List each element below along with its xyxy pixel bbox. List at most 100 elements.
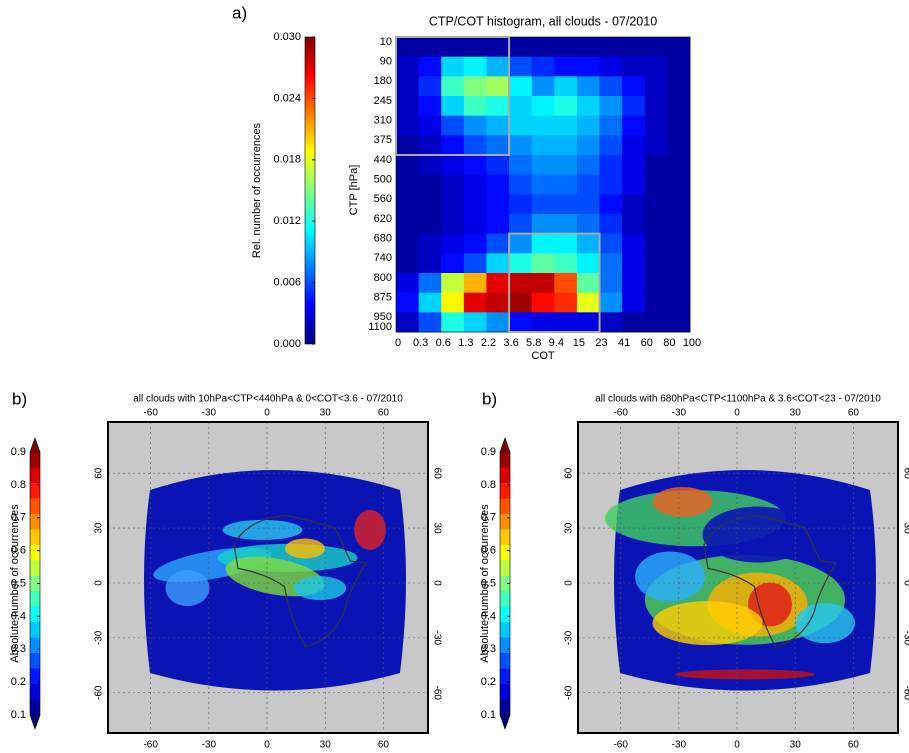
heatmap-cell — [599, 76, 623, 97]
heatmap-cell — [441, 56, 465, 77]
heatmap-cell — [622, 292, 646, 313]
heatmap-cell — [509, 174, 533, 195]
x-tick-label: 0 — [734, 740, 740, 751]
heatmap-cell — [418, 194, 442, 215]
heatmap-cell — [463, 96, 487, 117]
heatmap-cell — [599, 135, 623, 156]
heatmap-cell — [644, 174, 668, 195]
heatmap-cell — [396, 135, 420, 156]
heatmap-cell — [396, 56, 420, 77]
y-tick-label: 560 — [374, 193, 392, 205]
x-axis-label: COT — [531, 350, 555, 362]
heatmap-cell — [644, 37, 668, 58]
heatmap-cell — [418, 115, 442, 136]
colorbar — [304, 36, 316, 345]
heatmap-cell — [441, 155, 465, 176]
colorbar-tick-label: 0.7 — [481, 512, 496, 524]
heatmap-cell — [441, 115, 465, 136]
y-tick-label: 90 — [380, 56, 392, 68]
heatmap-cell — [554, 115, 578, 136]
heatmap-cell — [599, 96, 623, 117]
heatmap-cell — [622, 37, 646, 58]
x-tick-label: 41 — [618, 337, 630, 349]
y-tick-label: 680 — [374, 233, 392, 245]
heatmap-cell — [531, 37, 555, 58]
heatmap-cell — [418, 155, 442, 176]
heatmap-cell — [531, 135, 555, 156]
heatmap-cell — [463, 253, 487, 274]
x-tick-label: 2.2 — [481, 337, 496, 349]
heatmap-cell — [463, 194, 487, 215]
colorbar-arrow — [499, 714, 511, 730]
colorbar-tick-label: 0.7 — [11, 512, 26, 524]
colorbar-arrow — [29, 714, 41, 730]
heatmap-cell — [554, 76, 578, 97]
heatmap-cell — [441, 312, 465, 333]
x-tick-label: 0.3 — [413, 337, 428, 349]
y-tick-label: 245 — [374, 95, 392, 107]
y-tick-label: 875 — [374, 292, 392, 304]
heatmap-cell — [486, 96, 510, 117]
heatmap-cell — [418, 292, 442, 313]
heatmap-cell — [531, 233, 555, 254]
coastline — [703, 514, 837, 648]
heatmap-cell — [441, 292, 465, 313]
x-tick-label: -30 — [672, 408, 687, 419]
y-tick-label: -60 — [901, 686, 909, 701]
colorbar-tick-label: 0.1 — [481, 709, 496, 721]
chart-title: all clouds with 10hPa<CTP<440hPa & 0<COT… — [133, 394, 403, 405]
heatmap-cell — [531, 56, 555, 77]
heatmap-cell — [531, 214, 555, 235]
heatmap-cell — [554, 214, 578, 235]
field-blob — [354, 509, 386, 550]
heatmap-cell — [441, 233, 465, 254]
heatmap-cell — [531, 115, 555, 136]
heatmap-cell — [509, 253, 533, 274]
y-tick-label: 800 — [374, 272, 392, 284]
x-tick-label: 0 — [734, 408, 740, 419]
heatmap-cell — [463, 214, 487, 235]
x-tick-label: 60 — [848, 740, 860, 751]
heatmap-cell — [554, 135, 578, 156]
heatmap-cell — [576, 174, 600, 195]
field-blob — [702, 506, 813, 563]
x-tick-label: 0 — [264, 408, 270, 419]
heatmap-cell — [622, 76, 646, 97]
heatmap-cell — [463, 76, 487, 97]
heatmap-cell — [509, 155, 533, 176]
colorbar-tick-label: 0.030 — [273, 31, 301, 43]
heatmap-cell — [486, 273, 510, 294]
heatmap-cell — [622, 273, 646, 294]
heatmap-cell — [509, 233, 533, 254]
y-tick-label: -60 — [431, 686, 442, 701]
heatmap-cell — [486, 76, 510, 97]
heatmap-cell — [486, 56, 510, 77]
field-blob — [652, 486, 713, 517]
heatmap-cell — [599, 292, 623, 313]
colorbar-tick-label: 0.006 — [273, 277, 301, 289]
heatmap-cell — [396, 174, 420, 195]
heatmap-cell — [486, 214, 510, 235]
heatmap-cell — [509, 96, 533, 117]
heatmap-cell — [599, 253, 623, 274]
heatmap-cell — [576, 76, 600, 97]
heatmap-cell — [644, 194, 668, 215]
heatmap-cell — [576, 292, 600, 313]
y-tick-label: 30 — [564, 522, 575, 534]
colorbar-tick-label: 0.8 — [481, 479, 496, 491]
heatmap-cell — [576, 233, 600, 254]
heatmap-cell — [599, 174, 623, 195]
y-tick-label: 60 — [431, 468, 442, 480]
heatmap-cell — [463, 56, 487, 77]
heatmap-cell — [622, 56, 646, 77]
heatmap-cell — [441, 194, 465, 215]
colorbar-tick-label: 0.3 — [11, 643, 26, 655]
heatmap-cell — [463, 233, 487, 254]
heatmap-cell — [486, 233, 510, 254]
heatmap-cell — [599, 56, 623, 77]
y-tick-label: -30 — [564, 630, 575, 645]
y-tick-label: 60 — [901, 468, 909, 480]
heatmap-cell — [576, 155, 600, 176]
heatmap-cell — [396, 155, 420, 176]
colorbar-tick-label: 0.000 — [273, 338, 301, 350]
